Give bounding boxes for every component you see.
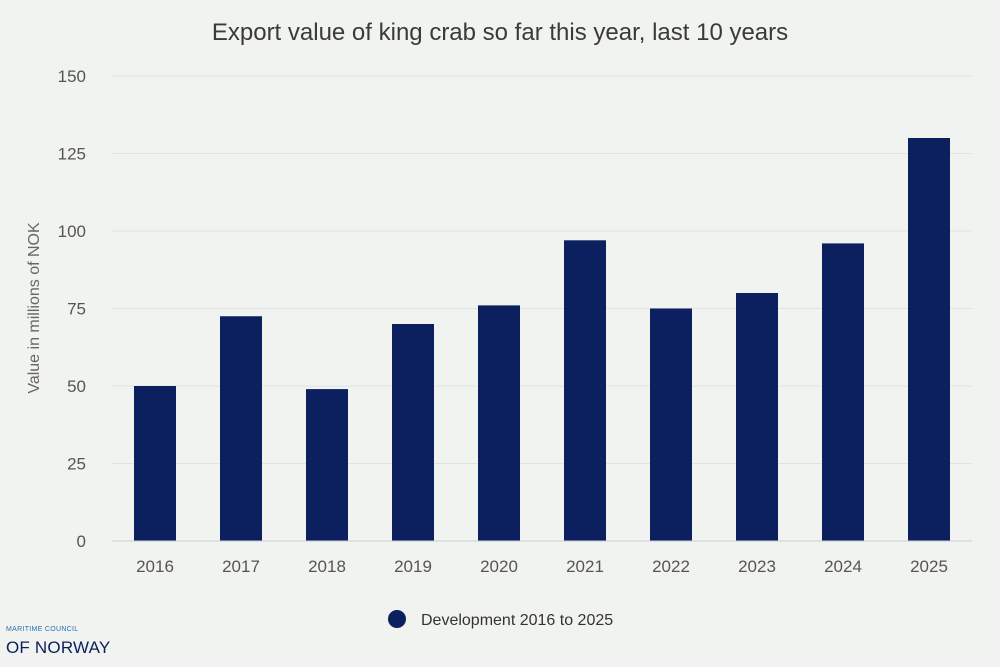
y-tick-label: 25 [67, 455, 86, 474]
y-tick-label: 125 [58, 145, 86, 164]
legend[interactable]: Development 2016 to 2025 [388, 610, 613, 629]
logo-subtitle: MARITIME COUNCIL [6, 626, 79, 633]
y-tick-label: 50 [67, 377, 86, 396]
legend-label: Development 2016 to 2025 [421, 612, 613, 629]
x-tick-label: 2019 [394, 557, 432, 576]
logo: OF NORWAY [6, 638, 111, 657]
bar-2022[interactable] [650, 308, 692, 542]
x-axis-ticks: 2016 2017 2018 2019 2020 2021 2022 2023 2024 2025 [136, 557, 948, 576]
bar-2019[interactable] [392, 324, 434, 541]
bar-2023[interactable] [736, 293, 778, 541]
bar-2016[interactable] [134, 386, 176, 541]
x-tick-label: 2023 [738, 557, 776, 576]
x-tick-label: 2024 [824, 557, 862, 576]
y-tick-label: 75 [67, 300, 86, 319]
bar-2025[interactable] [908, 138, 950, 541]
bars [134, 138, 950, 542]
bar-2024[interactable] [822, 243, 864, 541]
y-tick-label: 0 [77, 532, 86, 551]
bar-2018[interactable] [306, 389, 348, 541]
x-tick-label: 2021 [566, 557, 604, 576]
y-tick-label: 100 [58, 222, 86, 241]
legend-swatch [388, 610, 406, 628]
x-tick-label: 2025 [910, 557, 948, 576]
y-tick-label: 150 [58, 67, 86, 86]
x-tick-label: 2020 [480, 557, 518, 576]
x-tick-label: 2022 [652, 557, 690, 576]
bar-2017[interactable] [220, 316, 262, 541]
y-axis-label: Value in millions of NOK [26, 222, 43, 394]
y-axis-ticks: 0 25 50 75 100 125 150 [58, 67, 86, 551]
chart-title: Export value of king crab so far this ye… [212, 19, 788, 46]
x-tick-label: 2017 [222, 557, 260, 576]
x-tick-label: 2018 [308, 557, 346, 576]
bar-2020[interactable] [478, 305, 520, 541]
bar-2021[interactable] [564, 240, 606, 542]
x-tick-label: 2016 [136, 557, 174, 576]
